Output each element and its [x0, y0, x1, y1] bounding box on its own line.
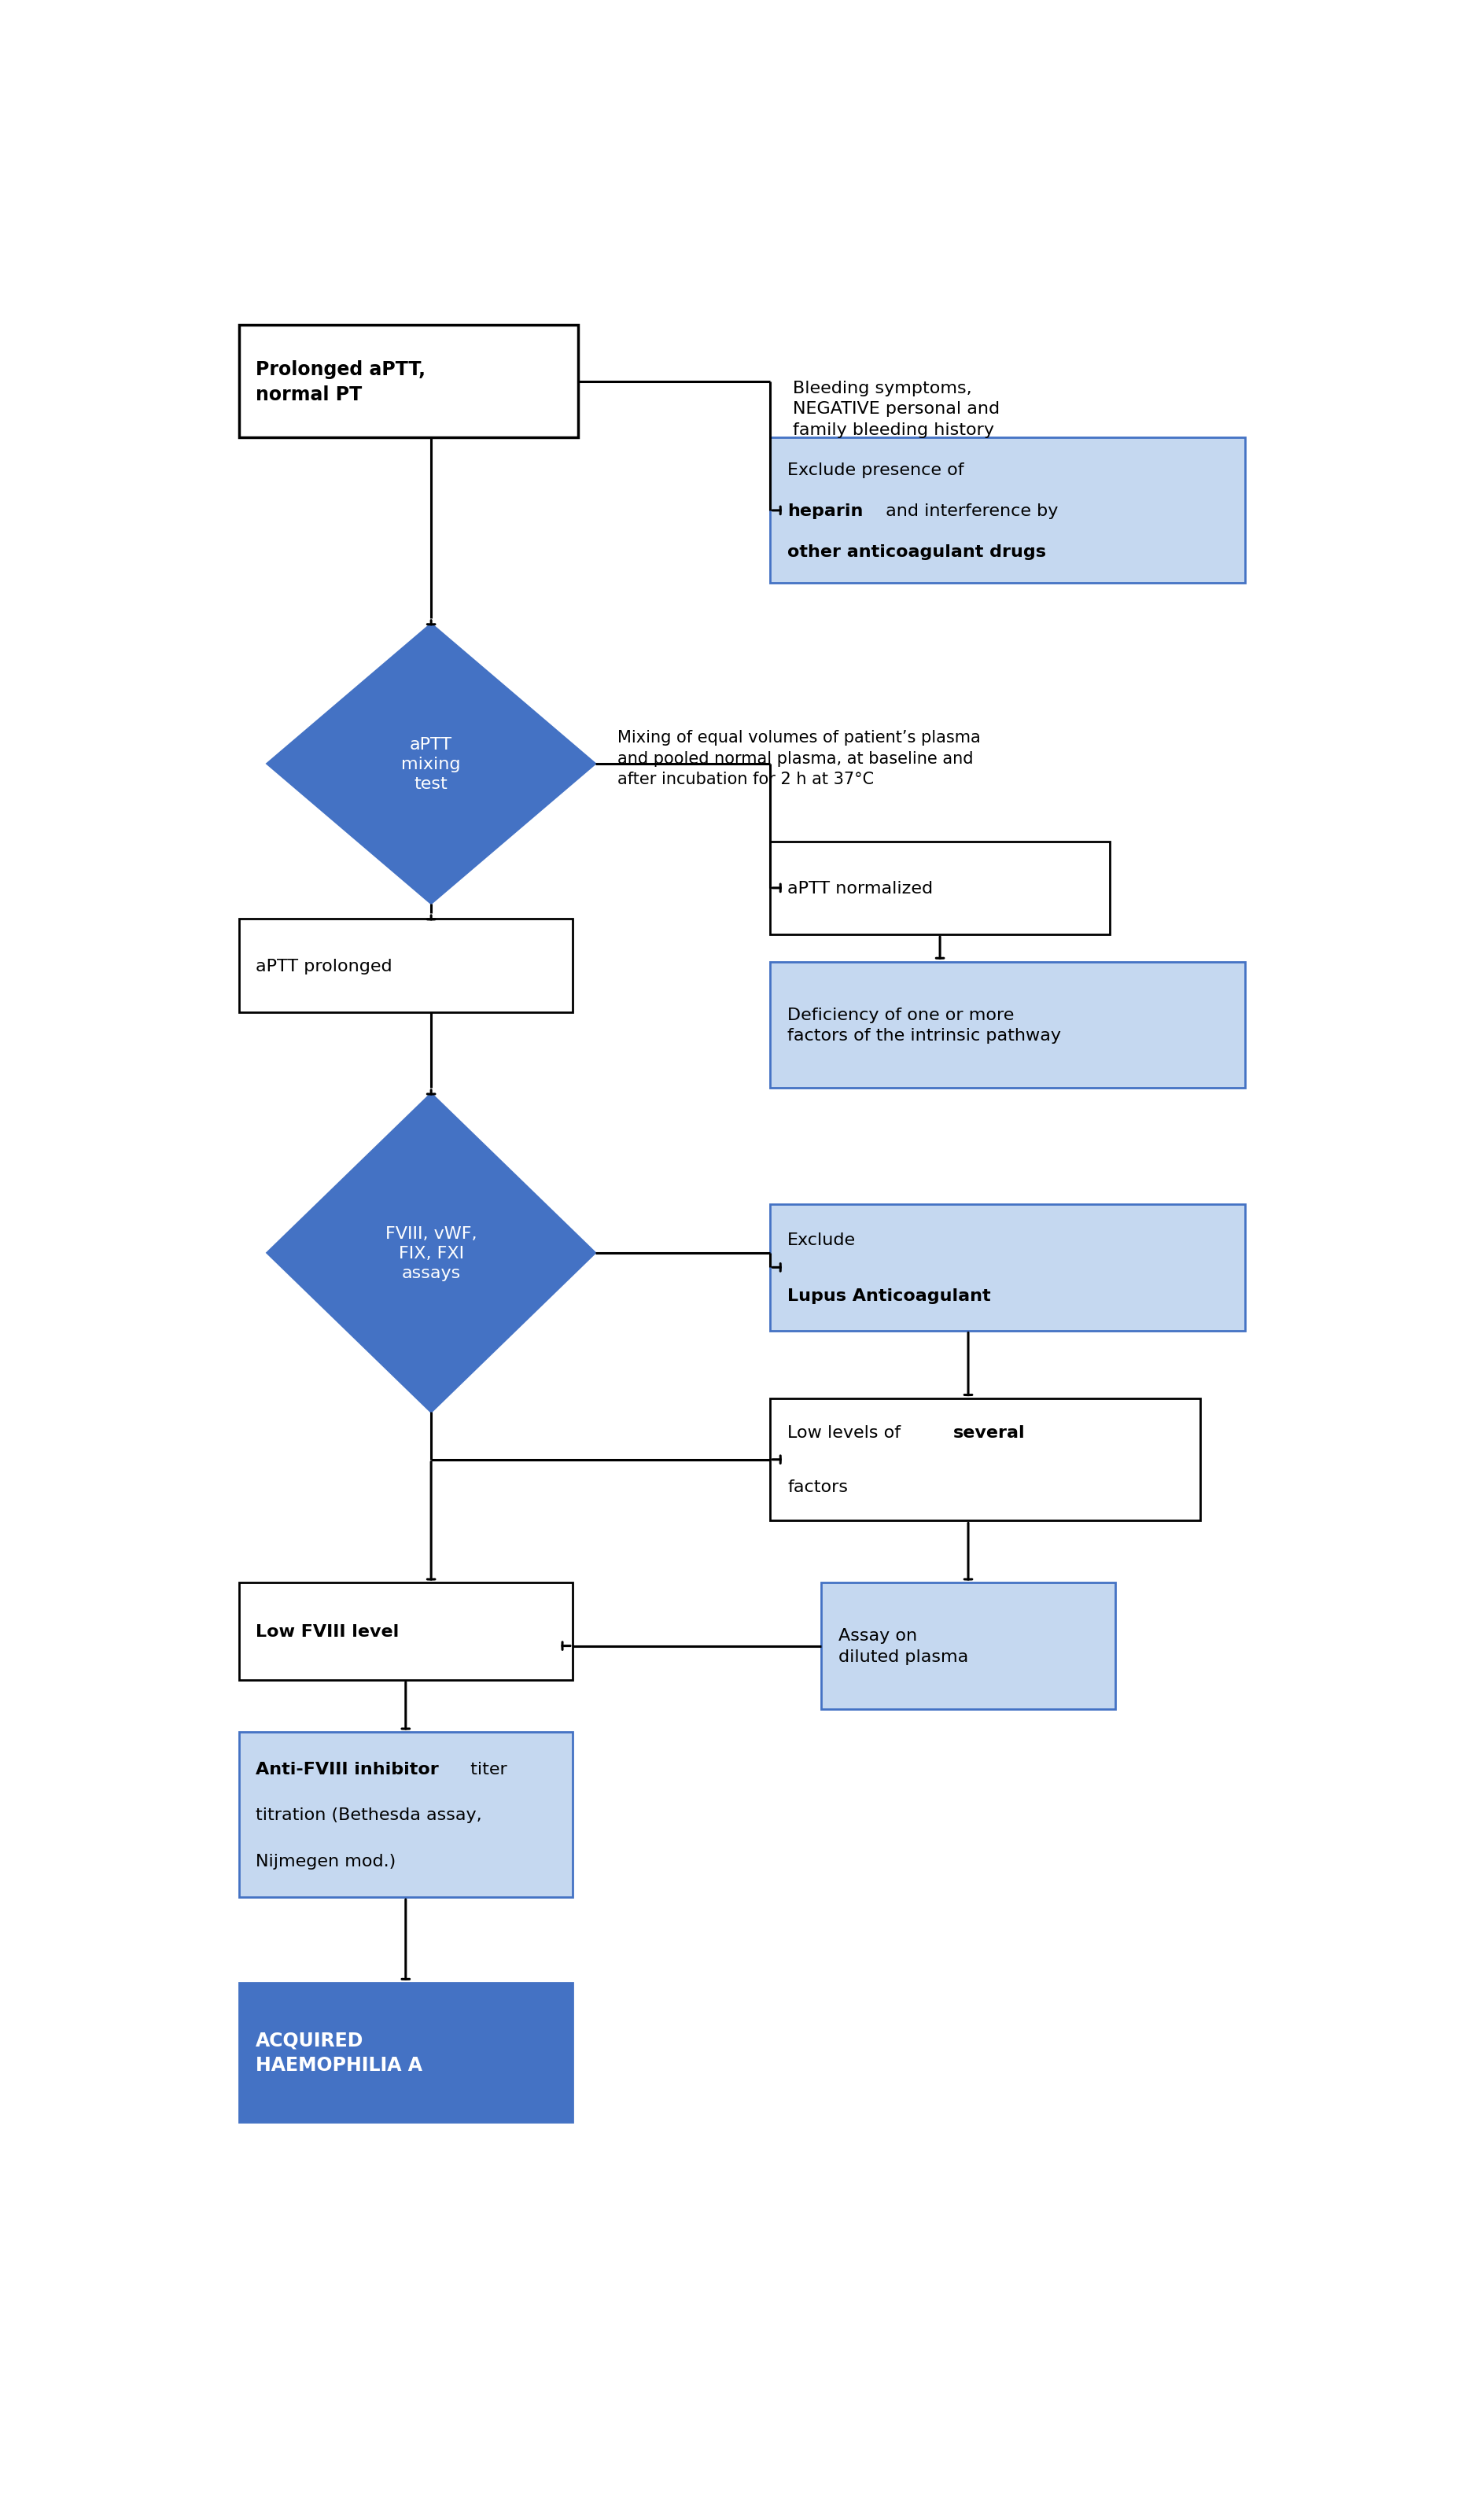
FancyBboxPatch shape [821, 1583, 1115, 1709]
FancyBboxPatch shape [770, 1399, 1199, 1522]
Text: Assay on
diluted plasma: Assay on diluted plasma [837, 1628, 969, 1663]
Text: Exclude: Exclude [788, 1232, 856, 1247]
Text: titration (Bethesda assay,: titration (Bethesda assay, [255, 1807, 481, 1822]
FancyBboxPatch shape [239, 1583, 572, 1681]
Text: Low levels of: Low levels of [788, 1426, 906, 1441]
Text: other anticoagulant drugs: other anticoagulant drugs [788, 544, 1046, 559]
Text: aPTT prolonged: aPTT prolonged [255, 958, 392, 973]
Polygon shape [267, 1094, 595, 1411]
Text: ACQUIRED
HAEMOPHILIA A: ACQUIRED HAEMOPHILIA A [255, 2031, 423, 2074]
Text: Prolonged aPTT,
normal PT: Prolonged aPTT, normal PT [255, 360, 426, 403]
FancyBboxPatch shape [770, 438, 1246, 585]
Text: Anti-FVIII inhibitor: Anti-FVIII inhibitor [255, 1761, 439, 1777]
Text: Deficiency of one or more
factors of the intrinsic pathway: Deficiency of one or more factors of the… [788, 1008, 1061, 1043]
FancyBboxPatch shape [770, 1205, 1246, 1331]
Text: titer: titer [465, 1761, 508, 1777]
FancyBboxPatch shape [239, 325, 578, 438]
Text: factors: factors [788, 1479, 848, 1494]
Text: Low FVIII level: Low FVIII level [255, 1623, 400, 1641]
Text: Nijmegen mod.): Nijmegen mod.) [255, 1852, 395, 1870]
FancyBboxPatch shape [770, 963, 1246, 1089]
Text: Lupus Anticoagulant: Lupus Anticoagulant [788, 1288, 991, 1303]
Text: Bleeding symptoms,
NEGATIVE personal and
family bleeding history: Bleeding symptoms, NEGATIVE personal and… [794, 381, 999, 438]
Text: several: several [954, 1426, 1026, 1441]
FancyBboxPatch shape [770, 842, 1110, 935]
FancyBboxPatch shape [239, 1983, 572, 2122]
Text: FVIII, vWF,
FIX, FXI
assays: FVIII, vWF, FIX, FXI assays [385, 1225, 477, 1280]
Text: Exclude presence of: Exclude presence of [788, 461, 964, 479]
FancyBboxPatch shape [239, 920, 572, 1013]
Text: Mixing of equal volumes of patient’s plasma
and pooled normal plasma, at baselin: Mixing of equal volumes of patient’s pla… [617, 731, 980, 786]
Text: aPTT
mixing
test: aPTT mixing test [401, 736, 461, 791]
Text: heparin: heparin [788, 504, 864, 519]
Text: and interference by: and interference by [880, 504, 1058, 519]
Text: aPTT normalized: aPTT normalized [788, 879, 932, 897]
Polygon shape [267, 625, 595, 905]
FancyBboxPatch shape [239, 1731, 572, 1898]
